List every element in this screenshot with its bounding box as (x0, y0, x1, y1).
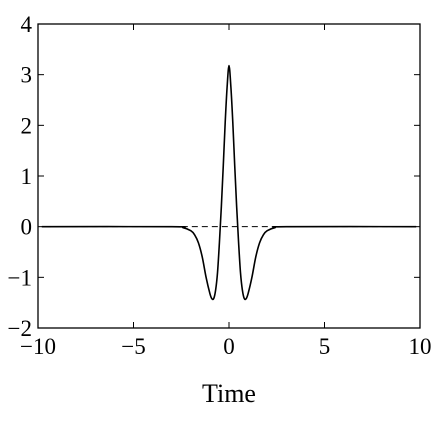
y-tick-label: 1 (21, 164, 33, 189)
y-tick-label: −1 (8, 265, 32, 290)
y-tick-label: 0 (21, 215, 33, 240)
x-tick-label: −10 (20, 334, 56, 359)
wavelet-line (41, 64, 417, 301)
y-tick-label: 3 (21, 63, 33, 88)
x-tick-label: 10 (409, 334, 432, 359)
plot-layer (41, 64, 417, 301)
x-tick-label: 0 (223, 334, 235, 359)
x-tick-label: −5 (121, 334, 145, 359)
x-tick-label: 5 (319, 334, 331, 359)
y-tick-label: −2 (8, 316, 32, 341)
y-tick-label: 4 (21, 12, 33, 37)
y-tick-label: 2 (21, 113, 33, 138)
x-axis-title: Time (202, 379, 256, 408)
